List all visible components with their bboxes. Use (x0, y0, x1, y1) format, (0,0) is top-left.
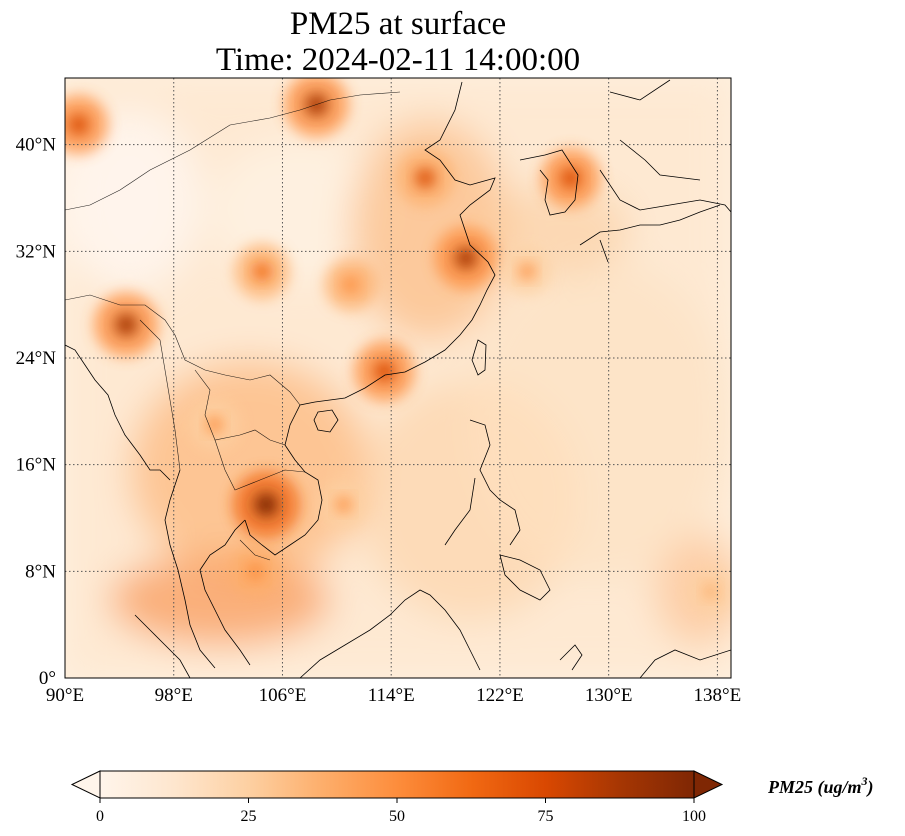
map-title-line1: PM25 at surface (289, 6, 507, 42)
hotspot-hubei-hunan (342, 276, 359, 294)
colorbar-max-extension (693, 770, 724, 799)
colorbar-title: PM25 (ug/m3) (767, 774, 874, 798)
lat-tick-label-0: 0° (39, 668, 56, 689)
lon-tick-label-6: 138°E (694, 685, 742, 706)
hotspot-yellow-sea-plume (519, 263, 535, 279)
hotspot-gulf-of-thailand (246, 562, 264, 580)
gridlines (65, 78, 731, 678)
map-title-line2: Time: 2024-02-11 14:00:00 (215, 42, 581, 78)
colorbar-min-extension (70, 770, 101, 799)
hotspot-north-china-plain (415, 168, 435, 188)
lat-tick-label-5: 40°N (16, 135, 57, 156)
hotspot-cambodia (254, 492, 279, 517)
lat-tick-label-2: 16°N (16, 455, 57, 476)
longitude-tick-labels: 90°E 98°E 106°E 114°E 122°E 130°E 138°E (46, 685, 741, 706)
hotspot-myanmar-north (114, 313, 138, 336)
colorbar-tick-label-1: 25 (241, 808, 257, 825)
lon-tick-label-3: 114°E (368, 685, 415, 706)
lat-tick-label-1: 8°N (25, 561, 56, 582)
hotspot-yangtze-river-delta (455, 247, 477, 269)
country-borders (65, 91, 401, 561)
lon-tick-label-5: 130°E (585, 685, 633, 706)
hotspot-philippine-sea-east (703, 584, 718, 599)
hotspot-korea-west (560, 168, 581, 188)
colorbar-body (99, 770, 695, 799)
hotspot-xinjiang-edge (68, 114, 89, 135)
lon-tick-label-0: 90°E (46, 685, 84, 706)
colorbar-tick-label-0: 0 (96, 808, 104, 825)
map-frame (64, 77, 732, 679)
hotspot-south-china-sea-plume (336, 497, 352, 513)
hotspot-layer (65, 78, 731, 615)
colorbar-tick-label-2: 50 (389, 808, 405, 825)
lat-tick-label-3: 24°N (16, 348, 57, 369)
latitude-tick-labels: 0° 8°N 16°N 24°N 32°N 40°N (16, 135, 57, 689)
colorbar-tick-label-4: 100 (682, 808, 706, 825)
hotspot-pearl-river-delta (374, 360, 395, 382)
colorbar-tick-label-3: 75 (538, 808, 554, 825)
lon-tick-label-1: 98°E (155, 685, 193, 706)
hotspot-sichuan (252, 262, 272, 281)
lat-tick-label-4: 32°N (16, 241, 57, 262)
lon-tick-label-2: 106°E (259, 685, 307, 706)
colorbar-ticks: 0 25 50 75 100 (96, 798, 706, 825)
colorbar: 0 25 50 75 100 PM25 (ug/m3) (70, 770, 874, 825)
map-panel (65, 78, 731, 678)
lon-tick-label-4: 122°E (476, 685, 524, 706)
coastlines (65, 79, 731, 678)
